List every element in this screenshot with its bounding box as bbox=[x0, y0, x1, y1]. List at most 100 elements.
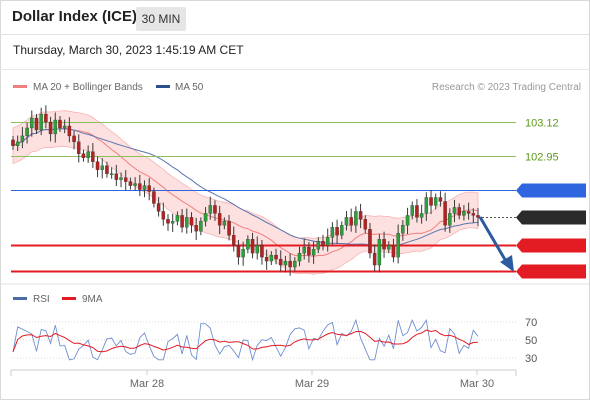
rsi-tick-label: 70 bbox=[525, 317, 537, 329]
timeframe-button[interactable]: 30 MIN bbox=[136, 7, 186, 31]
rsi-tick-label: 50 bbox=[525, 335, 537, 347]
ma50-line bbox=[12, 128, 479, 247]
ma50-legend-swatch bbox=[156, 85, 170, 88]
candle-body bbox=[335, 227, 339, 236]
candle-body bbox=[255, 245, 259, 254]
candle-body bbox=[307, 247, 311, 256]
candle-body bbox=[227, 221, 231, 236]
level-102-37-tag bbox=[516, 264, 586, 279]
candle-body bbox=[274, 254, 278, 260]
candle-body bbox=[466, 211, 471, 214]
candle-body bbox=[260, 245, 264, 258]
forecast-arrow-line bbox=[478, 216, 509, 264]
candle-body bbox=[358, 211, 363, 220]
candle-body bbox=[44, 113, 48, 123]
ma20-legend-swatch bbox=[13, 85, 27, 88]
candle-body bbox=[86, 151, 90, 158]
candle-body bbox=[448, 213, 452, 226]
candle-body bbox=[462, 211, 466, 216]
x-axis-label: Mar 29 bbox=[295, 378, 329, 390]
candle-body bbox=[161, 211, 166, 220]
rsi-tick-label: 30 bbox=[525, 353, 537, 365]
candle-body bbox=[39, 113, 43, 131]
candle-body bbox=[53, 119, 58, 135]
chart-header: Dollar Index (ICE) 30 MIN bbox=[0, 0, 590, 34]
candle-body bbox=[330, 227, 335, 238]
candle-body bbox=[72, 135, 76, 143]
rsi-ma-line bbox=[12, 329, 479, 353]
candle-body bbox=[119, 177, 123, 180]
candle-body bbox=[288, 260, 292, 268]
candle-body bbox=[25, 127, 29, 137]
candle-body bbox=[424, 197, 429, 214]
rsi-ma-legend-label: 9MA bbox=[82, 294, 103, 305]
level-103-12-label: 103.12 bbox=[525, 118, 559, 130]
candle-body bbox=[311, 248, 316, 256]
candle-body bbox=[30, 117, 34, 129]
candle-body bbox=[372, 252, 377, 266]
candle-body bbox=[241, 248, 245, 258]
candle-body bbox=[410, 205, 414, 216]
candle-body bbox=[278, 258, 283, 266]
candle-body bbox=[67, 125, 72, 137]
candle-body bbox=[194, 225, 198, 232]
candle-body bbox=[246, 239, 250, 250]
candle-body bbox=[405, 215, 410, 226]
candle-body bbox=[429, 197, 433, 206]
ma50-legend-label: MA 50 bbox=[175, 82, 204, 93]
timestamp: Thursday, March 30, 2023 1:45:19 AM CET bbox=[13, 43, 244, 57]
forecast-arrow-head bbox=[500, 255, 514, 272]
candle-body bbox=[180, 215, 184, 228]
candle-body bbox=[269, 254, 274, 262]
candle-body bbox=[476, 215, 480, 218]
candle-body bbox=[123, 177, 128, 182]
rsi-legend-swatch bbox=[13, 297, 27, 300]
candle-body bbox=[77, 141, 81, 154]
level-102-95-label: 102.95 bbox=[525, 152, 559, 164]
rsi-grid: 30 50 70 bbox=[11, 317, 537, 365]
candle-body bbox=[114, 173, 119, 180]
candle-body bbox=[222, 221, 227, 226]
candle-body bbox=[232, 235, 236, 246]
candle-body bbox=[302, 247, 306, 254]
candle-body bbox=[213, 205, 217, 214]
rsi-line bbox=[12, 318, 479, 362]
candle-body bbox=[147, 185, 151, 192]
level-102-64-tag bbox=[516, 210, 586, 225]
candle-body bbox=[354, 211, 358, 226]
level-102-50-tag bbox=[516, 238, 586, 253]
candle-body bbox=[391, 245, 396, 258]
rsi-ma-legend-swatch bbox=[62, 297, 76, 300]
candle-body bbox=[189, 217, 194, 226]
ma20-line bbox=[12, 128, 479, 257]
candle-body bbox=[217, 213, 222, 226]
candle-body bbox=[236, 245, 241, 258]
candle-body bbox=[363, 219, 368, 230]
candle-body bbox=[100, 165, 104, 170]
candle-body bbox=[11, 139, 15, 146]
price-chart: MA 20 + Bollinger Bands MA 50 Research ©… bbox=[1, 82, 589, 390]
ma20-legend-label: MA 20 + Bollinger Bands bbox=[33, 82, 143, 93]
candle-body bbox=[58, 119, 62, 129]
candle-body bbox=[293, 260, 297, 268]
x-axis-labels: Mar 28 Mar 29 Mar 30 bbox=[130, 370, 494, 390]
candle-body bbox=[95, 161, 100, 170]
candle-body bbox=[152, 191, 156, 204]
candle-body bbox=[48, 121, 53, 135]
candle-body bbox=[166, 219, 170, 224]
candle-body bbox=[170, 221, 175, 224]
instrument-title: Dollar Index (ICE) bbox=[12, 8, 138, 25]
subtitle-bar: Thursday, March 30, 2023 1:45:19 AM CET bbox=[0, 34, 590, 70]
candle-body bbox=[368, 229, 372, 254]
candlestick-series bbox=[11, 105, 480, 276]
candle-body bbox=[443, 201, 447, 226]
level-102-78-tag bbox=[516, 183, 586, 198]
candle-body bbox=[34, 117, 39, 131]
candle-body bbox=[15, 141, 20, 146]
candle-body bbox=[203, 213, 208, 222]
candle-body bbox=[340, 225, 344, 236]
candle-body bbox=[264, 256, 269, 262]
candle-body bbox=[387, 245, 391, 250]
candle-body bbox=[433, 197, 438, 206]
